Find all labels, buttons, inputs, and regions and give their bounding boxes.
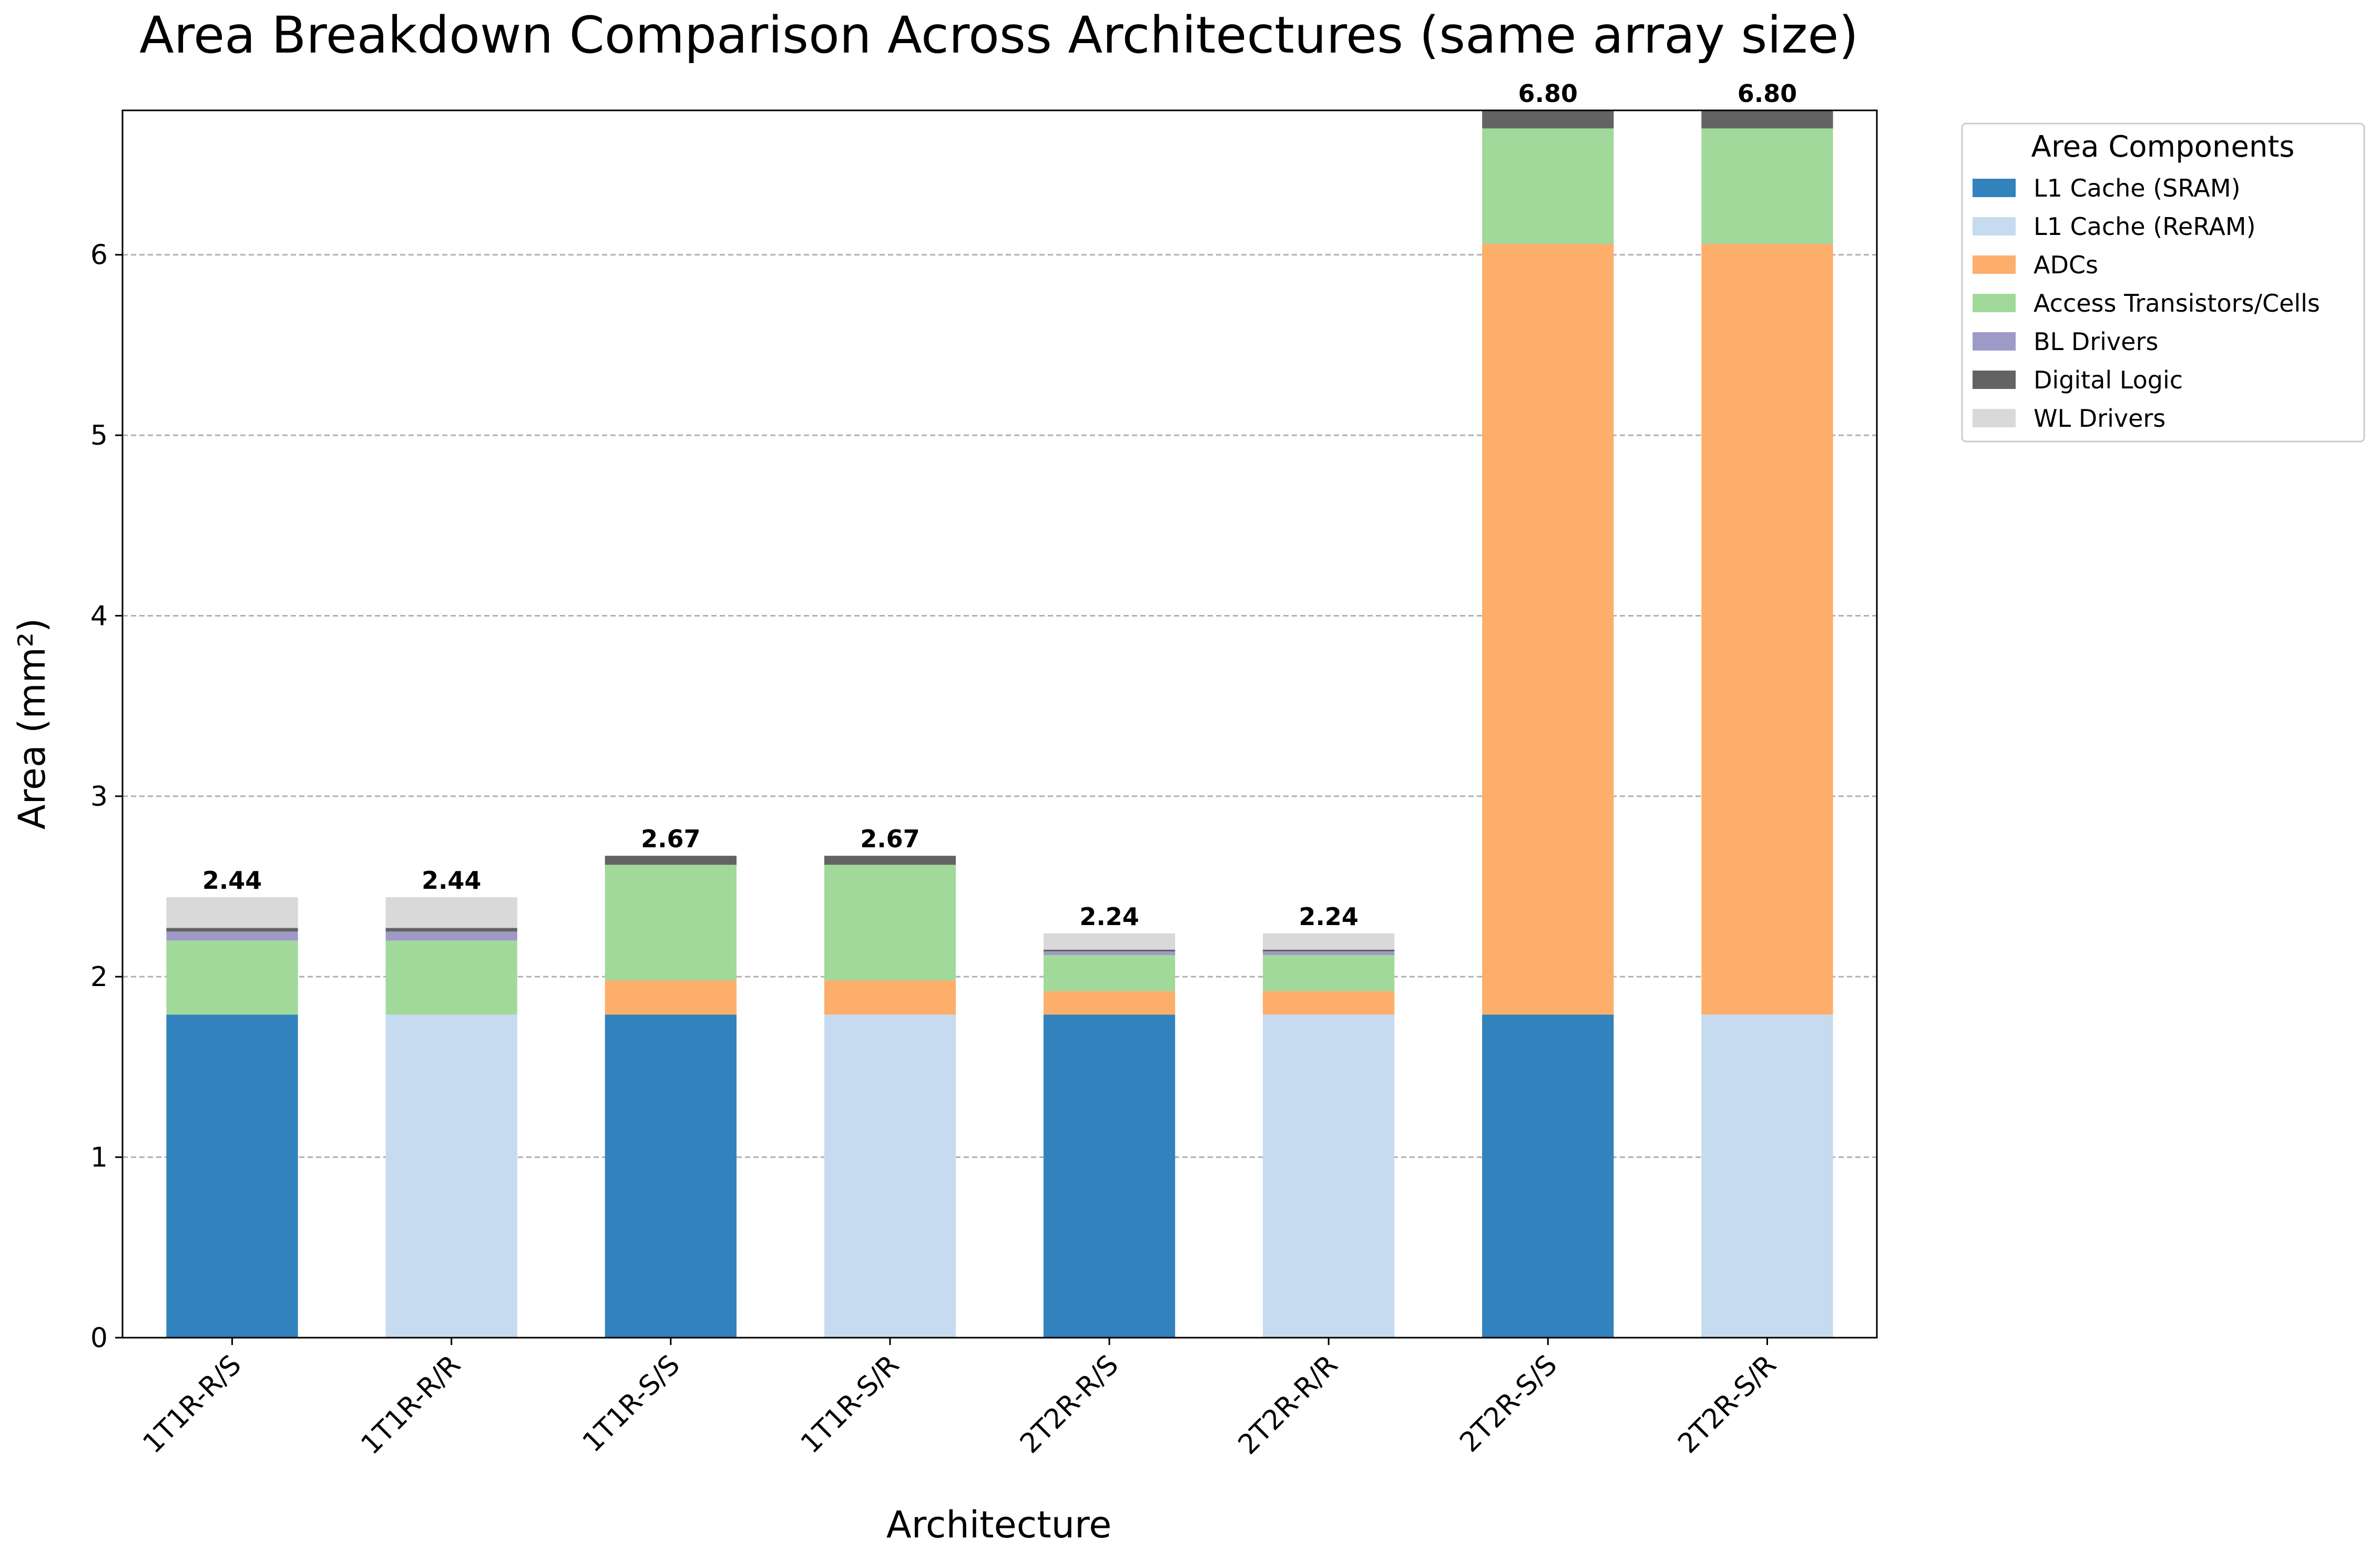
bar-segment	[605, 980, 737, 1015]
legend-swatch	[1973, 217, 2016, 235]
legend-box	[1961, 122, 2365, 443]
y-tick-label: 6	[90, 240, 108, 271]
bar-segment	[1263, 1014, 1395, 1338]
x-tick-label: 1T1R-R/R	[355, 1349, 466, 1461]
bar-total-label: 2.67	[641, 825, 701, 853]
bar-segment	[1043, 1014, 1176, 1338]
bar-segment	[1482, 128, 1614, 244]
x-tick-label: 2T2R-R/S	[1014, 1349, 1125, 1460]
legend-swatch	[1973, 371, 2016, 389]
bar-segment	[824, 980, 956, 1015]
y-tick-label: 5	[90, 420, 108, 451]
bar-segment	[166, 940, 298, 1015]
bar-total-labels: 2.44 2.44 2.67 2.67 2.24 2.24 6.80 6.80	[202, 79, 1797, 931]
bar-segment	[1701, 244, 1833, 1015]
bar-segment	[1482, 244, 1614, 1015]
legend-swatch	[1973, 294, 2016, 312]
bar-segment	[385, 931, 517, 941]
bar-total-label: 2.24	[1299, 902, 1358, 931]
legend-swatch	[1973, 409, 2016, 427]
bar-segment	[605, 865, 737, 981]
bars	[166, 110, 1833, 1338]
y-axis-label: Area (mm²)	[11, 618, 54, 829]
bar-segment	[385, 897, 517, 928]
legend-label: ADCs	[2034, 251, 2098, 279]
bar-segment	[1043, 955, 1176, 991]
y-tick-label: 1	[90, 1142, 108, 1174]
bar-segment	[1701, 110, 1833, 129]
x-tick-label: 2T2R-S/S	[1454, 1349, 1563, 1459]
legend-swatch	[1973, 332, 2016, 351]
y-tick-label: 2	[90, 961, 108, 993]
bar-total-label: 2.44	[422, 866, 482, 895]
bar-total-label: 6.80	[1518, 79, 1578, 108]
bar-segment	[1263, 949, 1395, 952]
bar-segment	[1263, 991, 1395, 1015]
legend-label: Digital Logic	[2034, 366, 2183, 394]
y-tick-label: 0	[90, 1322, 108, 1354]
bar-segment	[385, 940, 517, 1015]
legend-swatch	[1973, 255, 2016, 274]
bar-segment	[166, 931, 298, 941]
bar-segment	[166, 1014, 298, 1338]
bar-segment	[824, 1014, 956, 1338]
bar-total-label: 6.80	[1738, 79, 1797, 108]
bar-total-label: 2.44	[202, 866, 262, 895]
bar-segment	[1043, 991, 1176, 1015]
bar-segment	[1701, 128, 1833, 244]
legend-label: L1 Cache (ReRAM)	[2034, 212, 2256, 241]
x-axis-ticks: 1T1R-R/S 1T1R-R/R 1T1R-S/S 1T1R-S/R 2T2R-R/S…	[137, 1338, 1783, 1461]
bar-segment	[166, 928, 298, 932]
legend-label: Access Transistors/Cells	[2034, 289, 2320, 317]
x-tick-label: 1T1R-R/S	[137, 1349, 247, 1460]
legend-swatch	[1973, 179, 2016, 197]
legend-title: Area Components	[2031, 130, 2295, 164]
x-tick-label: 1T1R-S/R	[795, 1349, 905, 1460]
y-tick-label: 3	[90, 781, 108, 813]
legend-label: L1 Cache (SRAM)	[2034, 174, 2241, 202]
chart-title: Area Breakdown Comparison Across Archite…	[139, 6, 1858, 65]
bar-segment	[1043, 951, 1176, 956]
bar-segment	[385, 1014, 517, 1338]
x-tick-label: 2T2R-S/R	[1672, 1349, 1782, 1460]
bar-segment	[1701, 1014, 1833, 1338]
bar-segment	[1043, 949, 1176, 952]
bar-segment	[166, 897, 298, 928]
grid-lines	[122, 254, 1877, 1158]
bar-segment	[1263, 955, 1395, 991]
y-axis-ticks: 0 1 2 3 4 5 6	[90, 240, 122, 1354]
x-axis-label: Architecture	[886, 1503, 1112, 1546]
plot-area-frame	[121, 109, 1878, 1339]
legend: Area Components L1 Cache (SRAM)L1 Cache …	[1961, 122, 2365, 443]
legend-items: L1 Cache (SRAM) L1 Cache (ReRAM) ADCs Acces…	[1973, 174, 2320, 433]
bar-total-label: 2.24	[1079, 902, 1139, 931]
bar-segment	[605, 856, 737, 865]
bar-segment	[1043, 933, 1176, 950]
bar-segment	[385, 928, 517, 932]
bar-segment	[1263, 951, 1395, 956]
bar-segment	[1482, 1014, 1614, 1338]
legend-label: BL Drivers	[2034, 327, 2158, 356]
bar-segment	[824, 865, 956, 981]
bar-total-label: 2.67	[860, 825, 920, 853]
legend-label: WL Drivers	[2034, 404, 2166, 433]
bar-segment	[824, 856, 956, 865]
y-tick-label: 4	[90, 600, 108, 632]
x-tick-label: 1T1R-S/S	[577, 1349, 686, 1459]
bar-segment	[1263, 933, 1395, 950]
bar-segment	[1482, 110, 1614, 129]
x-tick-label: 2T2R-R/R	[1232, 1349, 1344, 1461]
bar-segment	[605, 1014, 737, 1338]
